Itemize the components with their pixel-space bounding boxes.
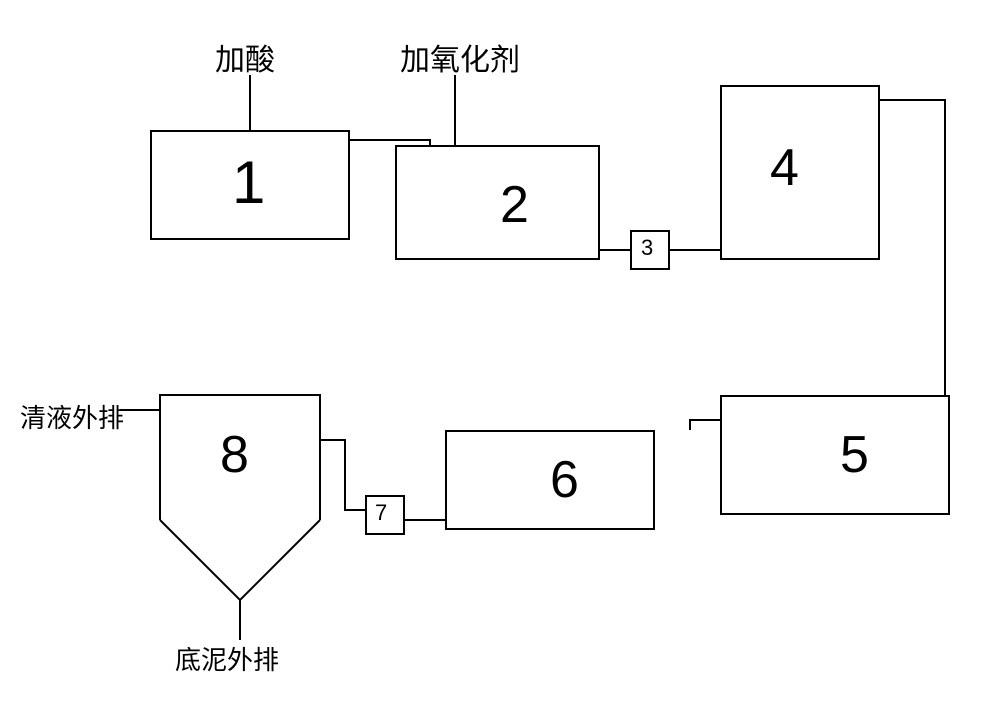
label-clear_out: 清液外排 <box>20 398 124 435</box>
box-b2 <box>395 145 600 260</box>
diagram-canvas: 1 2 3 4 5 6 7 8 加酸 加氧化剂清液外排底泥外排 <box>0 0 1000 705</box>
label-acid: 加酸 <box>215 35 275 79</box>
connector-b5-b6 <box>690 420 720 430</box>
box-number-b1: 1 <box>232 148 265 217</box>
connector-b7-b8 <box>320 440 365 510</box>
box-b5 <box>720 395 950 515</box>
box-number-b2: 2 <box>500 175 529 235</box>
label-oxidant: 加氧化剂 <box>400 35 520 79</box>
box-number-settler: 8 <box>220 425 249 485</box>
box-number-b5: 5 <box>840 425 869 485</box>
box-number-b4: 4 <box>770 138 799 198</box>
box-number-b7: 7 <box>375 500 387 526</box>
box-number-b3: 3 <box>641 235 653 261</box>
box-b4 <box>720 85 880 260</box>
box-number-b6: 6 <box>550 450 579 510</box>
label-sludge_out: 底泥外排 <box>175 640 279 677</box>
connector-b4-b5 <box>880 100 945 395</box>
